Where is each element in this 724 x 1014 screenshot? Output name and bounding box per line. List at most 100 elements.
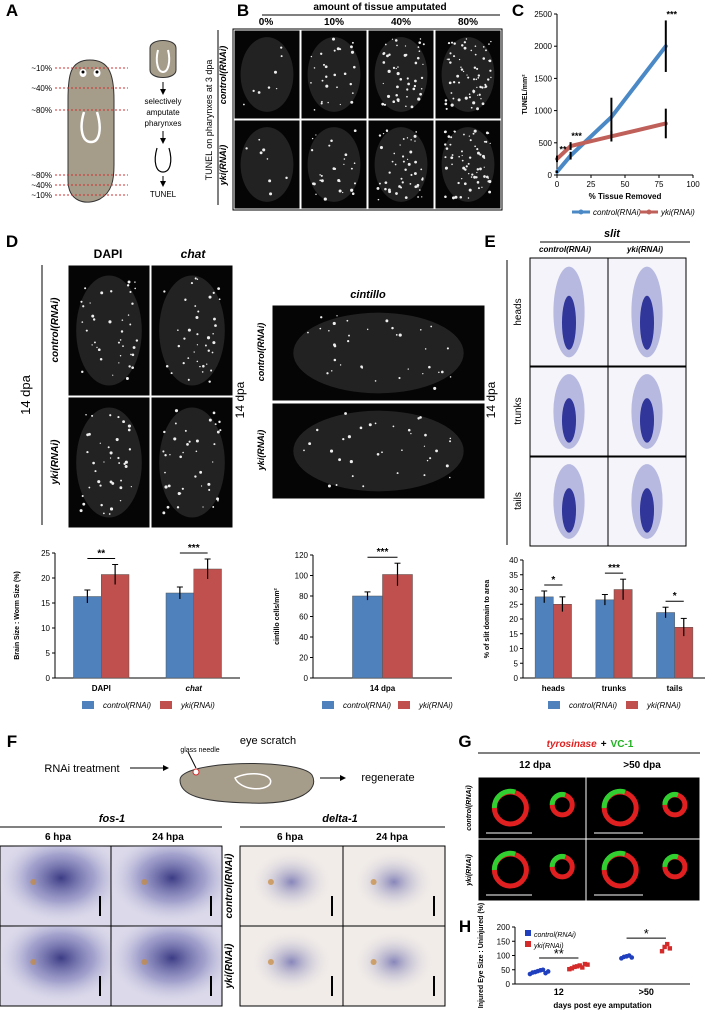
label: control(RNAi) [256, 323, 266, 382]
speckle [476, 181, 480, 184]
speckle [409, 150, 413, 154]
speckle [449, 376, 452, 378]
legend-label: yki(RNAi) [180, 701, 215, 710]
speckle [385, 129, 389, 132]
label: 0% [259, 17, 274, 28]
speckle [467, 76, 470, 79]
eye-green [549, 853, 566, 868]
speckle [387, 69, 391, 73]
speckle [268, 179, 272, 183]
label: yki(RNAi) [218, 145, 228, 187]
speckle [273, 70, 278, 74]
slit-domain [561, 295, 577, 350]
y-axis-label: % of slit domain to area [484, 580, 491, 659]
tissue [159, 275, 225, 386]
speckle [320, 52, 323, 55]
speckle [315, 193, 317, 196]
speckle [462, 70, 465, 73]
speckle [381, 451, 383, 454]
eye-green [601, 788, 626, 809]
speckle [395, 94, 398, 97]
speckle [460, 150, 463, 153]
speckle [331, 37, 336, 41]
eye [370, 879, 377, 885]
speckle [401, 155, 405, 158]
eye [141, 959, 148, 965]
speckle [127, 280, 131, 284]
speckle [430, 325, 433, 328]
bar [553, 604, 572, 679]
speckle [470, 176, 473, 178]
speckle [183, 337, 186, 340]
speckle [201, 371, 204, 373]
speckle [122, 345, 124, 347]
significance: ** [559, 145, 567, 155]
speckle [368, 423, 372, 427]
speckle [465, 165, 468, 168]
speckle [174, 409, 179, 413]
speckle [464, 96, 468, 100]
speckle [190, 282, 194, 285]
label: fos-1 [99, 813, 125, 825]
speckle [473, 129, 477, 133]
slit-domain [639, 488, 655, 533]
speckle [476, 171, 478, 174]
speckle [419, 189, 421, 191]
speckle [449, 61, 452, 64]
speckle [423, 445, 426, 447]
stain [0, 926, 111, 1006]
speckle [119, 355, 122, 357]
speckle [410, 432, 412, 435]
speckle [453, 55, 456, 58]
speckle [91, 344, 93, 346]
speckle [336, 86, 338, 89]
speckle [464, 168, 467, 171]
speckle [351, 41, 354, 44]
speckle [329, 449, 334, 453]
speckle [468, 93, 471, 95]
speckle [463, 46, 467, 50]
speckle [388, 171, 391, 174]
speckle [433, 386, 437, 390]
legend-swatch [548, 701, 560, 709]
speckle [476, 107, 479, 111]
speckle [128, 365, 131, 368]
y-tick-label: 0 [548, 171, 553, 180]
speckle [124, 460, 128, 464]
speckle [414, 185, 418, 189]
speckle [308, 442, 312, 446]
speckle [212, 332, 214, 335]
speckle [417, 417, 420, 420]
label: glass needle [180, 747, 219, 754]
speckle [320, 102, 323, 105]
panel-letter: E [484, 232, 495, 251]
bar [595, 599, 615, 679]
significance: *** [667, 9, 678, 19]
point [567, 966, 572, 972]
speckle [401, 449, 403, 452]
legend-swatch [160, 701, 172, 709]
speckle [489, 69, 492, 72]
legend-swatch [626, 701, 638, 709]
label: ~10% [31, 191, 52, 200]
speckle [164, 485, 168, 489]
panel-letter: F [7, 732, 17, 751]
speckle [452, 196, 455, 200]
speckle [163, 290, 166, 293]
eye [192, 768, 200, 776]
speckle [327, 101, 329, 104]
pharynx [154, 147, 172, 173]
joiner: + [601, 739, 607, 750]
speckle [333, 358, 337, 362]
speckle [174, 422, 177, 425]
speckle [467, 162, 470, 165]
speckle [449, 440, 452, 443]
speckle [117, 416, 120, 419]
speckle [187, 328, 191, 332]
point [577, 963, 582, 968]
stain [343, 926, 445, 1006]
speckle [444, 130, 447, 134]
speckle [479, 167, 482, 171]
point [574, 964, 580, 969]
speckle [406, 137, 409, 139]
